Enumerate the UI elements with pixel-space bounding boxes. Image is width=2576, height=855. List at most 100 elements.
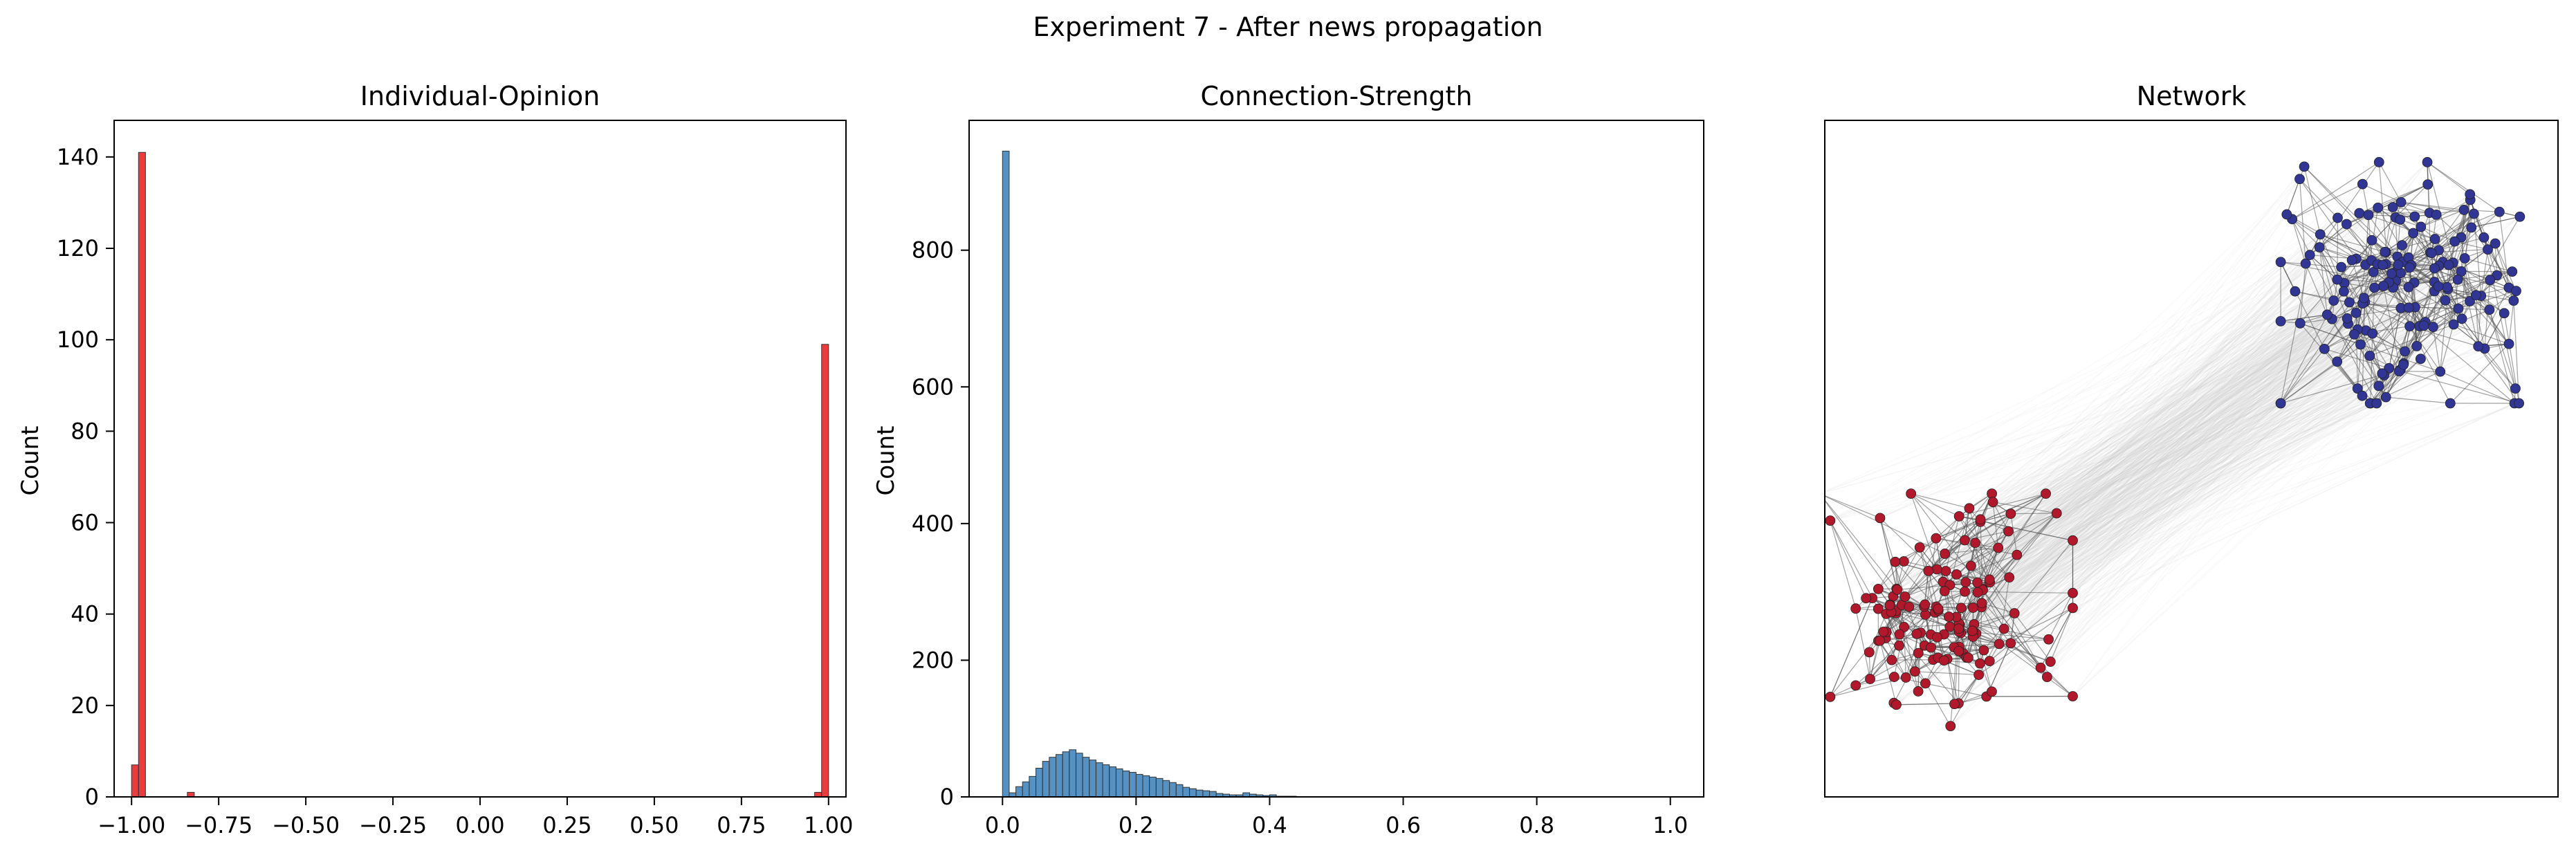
network-edge — [1935, 258, 2357, 607]
network-edge — [1956, 245, 2402, 575]
network-node — [1967, 603, 1978, 613]
opinion-histogram-xtick-label: 1.00 — [804, 812, 853, 838]
network-edge — [2072, 291, 2517, 697]
network-node — [2003, 526, 2014, 537]
network-edge — [1960, 348, 2485, 634]
network-edge — [1973, 403, 2371, 633]
network-node — [1888, 672, 1899, 682]
network-edge — [1966, 301, 2470, 659]
network-edge — [1918, 324, 2454, 654]
network-node — [2009, 608, 2020, 618]
network-node — [2363, 210, 2374, 221]
network-edge — [1976, 302, 2366, 634]
network-edge — [1977, 264, 2386, 593]
network-edge — [1971, 202, 2402, 567]
network-edge — [1896, 375, 2384, 612]
network-edge — [2003, 259, 2353, 629]
network-node — [2043, 634, 2054, 645]
network-edge — [1991, 385, 2380, 692]
network-edge — [1989, 582, 2041, 668]
network-edge — [2294, 291, 2334, 302]
strength-histogram-bar — [1069, 749, 1076, 798]
network-edge — [2478, 287, 2510, 347]
network-edge — [2305, 263, 2328, 315]
network-edge — [1945, 243, 2496, 571]
network-edge — [1992, 502, 2057, 514]
network-node — [1875, 635, 1886, 646]
network-edge — [1879, 264, 2378, 519]
network-edge — [2072, 314, 2328, 594]
network-edge — [2475, 295, 2479, 347]
network-edge — [1883, 286, 2439, 632]
network-edge — [1879, 517, 1917, 634]
strength-histogram-bar — [1209, 791, 1217, 798]
opinion-histogram-xtick-label: 0.00 — [455, 812, 504, 838]
network-node — [2275, 257, 2286, 268]
network-edge — [2009, 211, 2500, 578]
network-edge — [1958, 318, 2348, 517]
network-edge — [2489, 309, 2515, 404]
network-node — [2507, 266, 2518, 277]
network-node — [1940, 566, 1951, 576]
network-node — [1951, 569, 1962, 580]
network-edge — [2010, 513, 2018, 555]
network-edge — [1965, 367, 2389, 583]
network-edge — [1983, 344, 2361, 651]
network-edge — [1959, 247, 2320, 625]
network-edge — [1980, 314, 2328, 522]
network-edge — [1883, 358, 2421, 632]
network-edge — [1830, 245, 2402, 522]
network-edge — [2045, 234, 2321, 495]
network-node — [2494, 206, 2505, 217]
network-edge — [2280, 348, 2325, 404]
network-edge — [1974, 623, 2049, 640]
network-edge — [2392, 286, 2454, 325]
network-edge — [1878, 303, 2363, 589]
strength-histogram-ytick-label: 800 — [912, 237, 954, 264]
network-edge — [1973, 396, 2386, 637]
network-node — [2004, 572, 2015, 583]
network-edge — [2292, 183, 2363, 220]
network-edge — [1944, 547, 1998, 555]
network-edge — [1981, 603, 2015, 614]
network-edge — [1968, 286, 2384, 659]
network-edge — [1917, 264, 2378, 692]
network-node — [1886, 654, 1897, 665]
network-node — [2377, 259, 2389, 270]
network-edge — [1986, 313, 2505, 697]
network-edge — [1911, 493, 1938, 570]
network-edge — [1944, 371, 2440, 592]
network-node — [2395, 196, 2407, 208]
network-node — [1899, 591, 1911, 602]
network-node — [2045, 656, 2056, 667]
network-edge — [1931, 362, 2404, 635]
network-node — [2386, 268, 2397, 279]
network-edge — [1949, 264, 2449, 627]
network-edge — [1956, 314, 2328, 575]
network-edge — [2072, 286, 2439, 541]
network-edge — [1954, 297, 2364, 705]
network-edge — [1977, 288, 2449, 583]
strength-histogram-bar — [1029, 775, 1037, 798]
network-node — [1993, 542, 2004, 553]
network-edge — [1973, 223, 2347, 637]
network-edge — [1944, 264, 2412, 635]
network-node — [2429, 263, 2440, 274]
network-node — [1913, 686, 1924, 697]
network-node — [1938, 655, 1949, 666]
network-edge — [1964, 508, 1970, 541]
network-edge — [1924, 326, 2410, 607]
strength-histogram-bar — [1162, 780, 1170, 798]
network-edge — [2436, 214, 2462, 238]
network-edge — [1989, 358, 2421, 662]
network-edge — [1963, 361, 2337, 654]
network-edge — [1915, 671, 1979, 676]
strength-histogram-bar — [1115, 768, 1123, 798]
network-edge — [2362, 303, 2410, 327]
network-edge — [1901, 403, 2281, 605]
network-node — [2367, 328, 2378, 339]
network-node — [2068, 603, 2078, 614]
network-edge — [1911, 306, 2416, 495]
network-edge — [1866, 232, 2413, 599]
strength-histogram-bar — [1149, 776, 1157, 798]
